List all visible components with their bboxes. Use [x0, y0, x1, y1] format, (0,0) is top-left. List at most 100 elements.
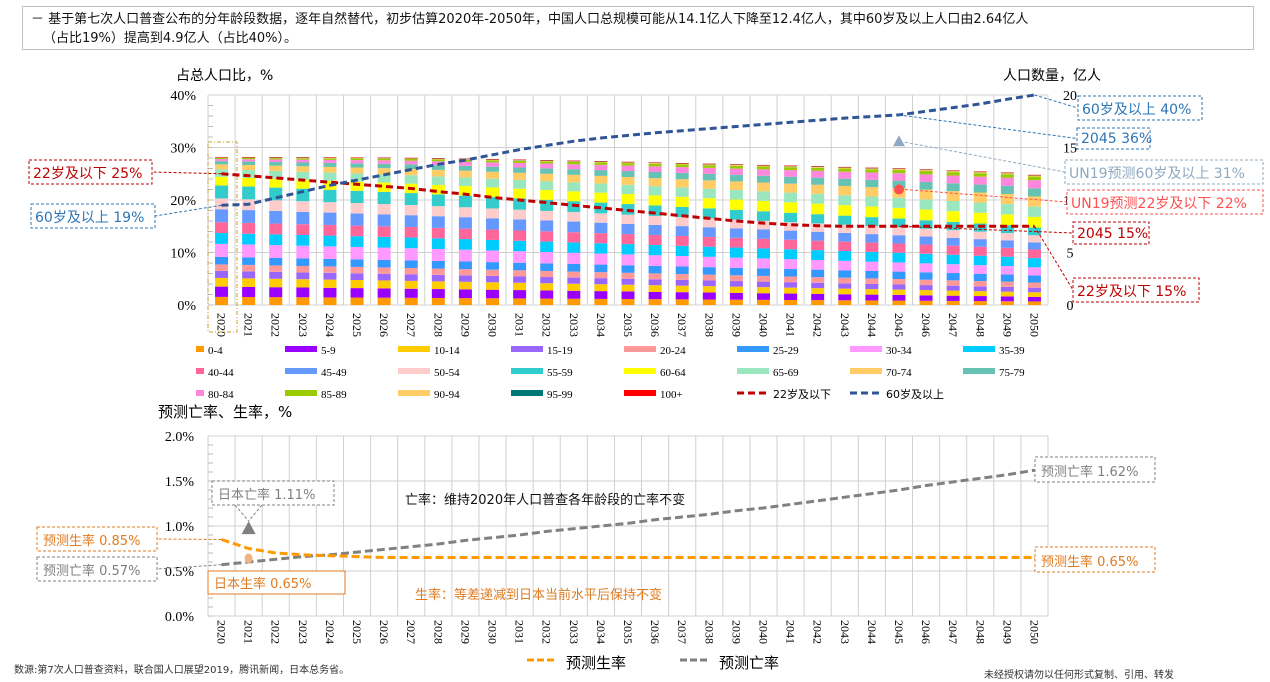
bar-segment-50-54 — [431, 206, 445, 217]
bar-segment-0-4 — [729, 299, 743, 305]
bar-segment-100+ — [838, 166, 852, 168]
bar-segment-90-94 — [675, 163, 689, 165]
bar-segment-35-39 — [892, 252, 906, 263]
annot-birth-2020-leader — [156, 538, 222, 540]
bar-segment-35-39 — [594, 243, 608, 254]
bar-segment-100+ — [648, 162, 662, 163]
bar-segment-100+ — [296, 157, 310, 158]
bar-segment-75-79 — [946, 183, 960, 192]
bar-segment-35-39 — [215, 233, 229, 244]
bar-segment-60-64 — [458, 186, 472, 196]
bar-segment-15-19 — [946, 285, 960, 291]
bar-segment-0-4 — [486, 298, 500, 305]
bar-segment-100+ — [377, 157, 391, 159]
legend-swatch-80-84 — [196, 390, 204, 396]
legend-swatch-95-99 — [511, 390, 543, 396]
bar-segment-60-64 — [811, 203, 825, 215]
bar-segment-65-69 — [513, 179, 527, 189]
bar-segment-90-94 — [215, 157, 229, 158]
bar-segment-10-14 — [296, 279, 310, 288]
bar-segment-25-29 — [486, 262, 500, 270]
bar-segment-55-59 — [377, 191, 391, 205]
bar-segment-30-34 — [269, 245, 283, 258]
bar-segment-65-69 — [648, 186, 662, 196]
bar-segment-50-54 — [1000, 233, 1014, 241]
bar-segment-85-89 — [269, 158, 283, 160]
bar-segment-80-84 — [919, 174, 933, 182]
bar-segment-40-44 — [350, 225, 364, 237]
bar-segment-40-44 — [675, 235, 689, 246]
bar-segment-5-9 — [919, 295, 933, 301]
bar-segment-90-94 — [431, 158, 445, 160]
bar-segment-85-89 — [756, 166, 770, 170]
bar-segment-5-9 — [269, 287, 283, 298]
annot-birth-2020-label: 预测生率 0.85% — [43, 533, 140, 549]
bar-segment-60-64 — [540, 190, 554, 200]
bar-segment-75-79 — [675, 172, 689, 180]
bar-segment-15-19 — [1027, 287, 1041, 293]
bar-segment-75-79 — [594, 170, 608, 176]
bar-segment-100+ — [594, 161, 608, 162]
bar-segment-75-79 — [729, 174, 743, 182]
bar-segment-80-84 — [296, 159, 310, 163]
bar-segment-45-49 — [242, 210, 256, 223]
y-tick-label-right: 5 — [1067, 247, 1074, 262]
bar-segment-55-59 — [404, 193, 418, 206]
bar-segment-75-79 — [242, 161, 256, 165]
bar-segment-5-9 — [350, 288, 364, 298]
bar-segment-75-79 — [838, 178, 852, 186]
y-tick-label: 0.0% — [165, 610, 195, 625]
bar-segment-20-24 — [567, 271, 581, 278]
x-tick-label: 2021 — [242, 313, 256, 337]
bar-segment-55-59 — [811, 214, 825, 224]
bar-segment-70-74 — [865, 187, 879, 197]
bar-segment-55-59 — [784, 212, 798, 223]
bar-segment-40-44 — [892, 243, 906, 253]
annot-un-over60-leader — [904, 141, 1066, 173]
bar-segment-20-24 — [242, 264, 256, 272]
legend-label: 70-74 — [886, 367, 912, 379]
bar-segment-100+ — [946, 170, 960, 171]
bar-segment-35-39 — [648, 244, 662, 256]
bar-segment-30-34 — [486, 250, 500, 263]
bar-segment-20-24 — [621, 272, 635, 279]
bar-segment-5-9 — [1027, 296, 1041, 302]
bar-segment-70-74 — [323, 166, 337, 173]
bar-segment-50-54 — [756, 220, 770, 230]
bar-segment-55-59 — [946, 221, 960, 231]
x-tick-label: 2041 — [784, 620, 798, 644]
bar-segment-80-84 — [323, 159, 337, 163]
bar-segment-60-64 — [946, 211, 960, 222]
bar-segment-70-74 — [567, 174, 581, 183]
bar-segment-65-69 — [756, 191, 770, 201]
x-tick-label: 2047 — [946, 313, 960, 337]
bar-segment-35-39 — [567, 242, 581, 253]
bar-segment-60-64 — [350, 181, 364, 191]
bar-segment-65-69 — [892, 197, 906, 208]
bar-segment-80-84 — [675, 167, 689, 173]
bar-segment-90-94 — [567, 161, 581, 162]
bar-segment-15-19 — [296, 272, 310, 280]
bar-segment-100+ — [892, 168, 906, 169]
bar-segment-30-34 — [567, 252, 581, 264]
bar-segment-30-34 — [1000, 266, 1014, 275]
bar-segment-40-44 — [1027, 249, 1041, 259]
bar-segment-5-9 — [675, 292, 689, 300]
x-tick-label: 2040 — [756, 620, 770, 644]
bar-segment-50-54 — [973, 231, 987, 240]
legend-swatch-60-64 — [624, 368, 656, 374]
x-tick-label: 2037 — [675, 313, 689, 337]
bar-segment-90-94 — [838, 167, 852, 169]
bar-segment-85-89 — [323, 158, 337, 160]
bar-segment-100+ — [621, 161, 635, 163]
bar-segment-10-14 — [431, 281, 445, 290]
bar-segment-75-79 — [567, 169, 581, 175]
bar-segment-5-9 — [377, 288, 391, 298]
bar-segment-15-19 — [756, 281, 770, 288]
bar-segment-0-4 — [431, 297, 445, 305]
bar-segment-20-24 — [892, 279, 906, 285]
bar-segment-60-64 — [567, 191, 581, 202]
top-right-axis-title: 人口数量，亿人 — [1003, 68, 1101, 84]
bar-segment-90-94 — [377, 158, 391, 159]
bar-segment-85-89 — [1000, 174, 1014, 178]
